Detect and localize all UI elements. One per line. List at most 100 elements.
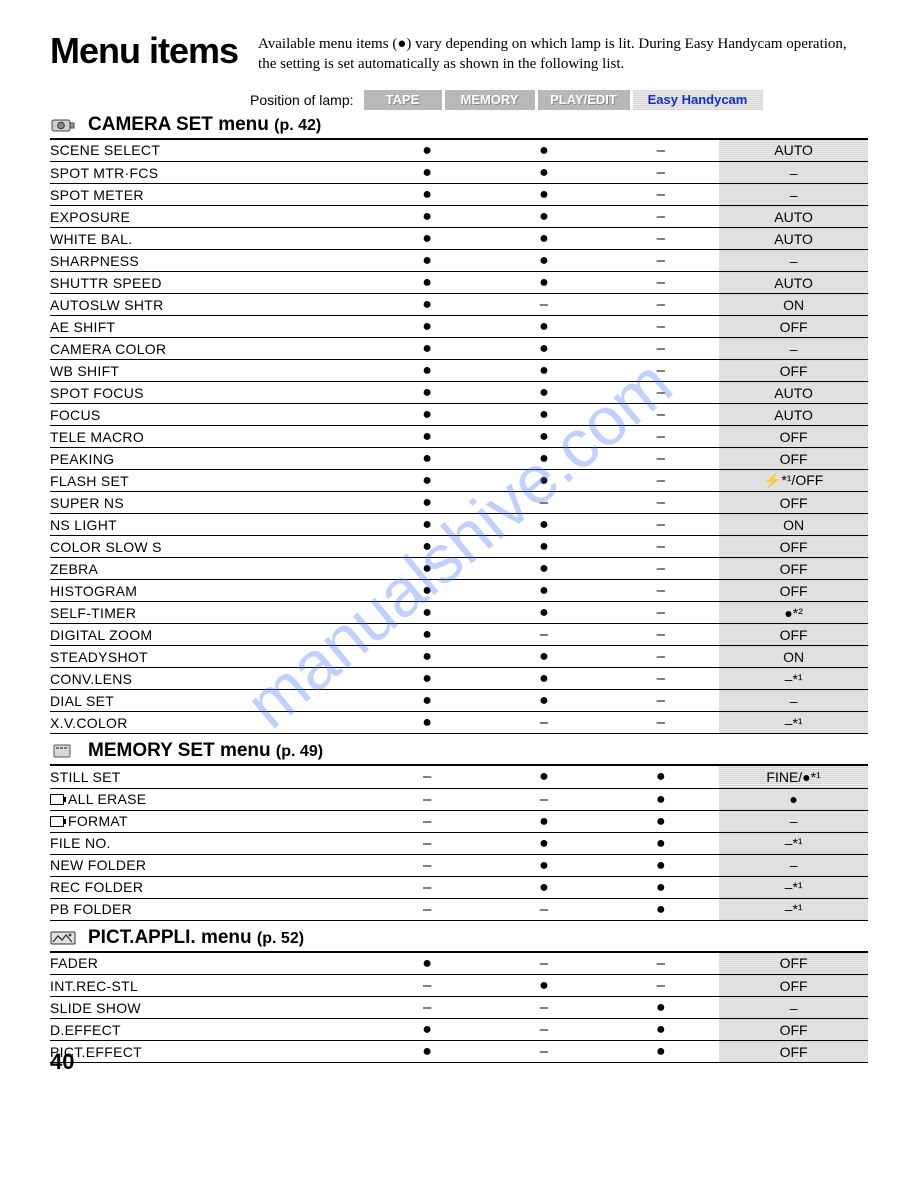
availability-cell: ● — [486, 854, 603, 876]
availability-cell: ● — [486, 228, 603, 250]
table-row: DIAL SET●●–– — [50, 690, 868, 712]
intro-text: Available menu items (●) vary depending … — [258, 30, 868, 75]
availability-cell: – — [602, 536, 719, 558]
availability-cell: ● — [602, 788, 719, 810]
table-row: CAMERA COLOR●●–– — [50, 338, 868, 360]
item-name: D.EFFECT — [50, 1019, 369, 1041]
section-header: CAMERA SET menu (p. 42) — [50, 112, 868, 140]
easy-handycam-value: OFF — [719, 558, 868, 580]
menu-section: CAMERA SET menu (p. 42)SCENE SELECT●●–AU… — [50, 112, 868, 735]
item-name: DIGITAL ZOOM — [50, 624, 369, 646]
table-row: FILE NO.–●●–*¹ — [50, 832, 868, 854]
item-name: FLASH SET — [50, 470, 369, 492]
item-name: PICT.EFFECT — [50, 1041, 369, 1063]
easy-handycam-value: OFF — [719, 580, 868, 602]
table-row: STEADYSHOT●●–ON — [50, 646, 868, 668]
availability-cell: ● — [486, 184, 603, 206]
col-memory: MEMORY — [445, 90, 535, 110]
availability-cell: ● — [486, 876, 603, 898]
availability-cell: – — [486, 788, 603, 810]
availability-cell: ● — [486, 404, 603, 426]
table-row: SPOT FOCUS●●–AUTO — [50, 382, 868, 404]
item-name: SHARPNESS — [50, 250, 369, 272]
availability-cell: ● — [486, 140, 603, 162]
availability-cell: – — [602, 294, 719, 316]
availability-cell: – — [369, 766, 486, 788]
item-name: REC FOLDER — [50, 876, 369, 898]
item-name: STEADYSHOT — [50, 646, 369, 668]
availability-cell: – — [602, 624, 719, 646]
table-row: SUPER NS●––OFF — [50, 492, 868, 514]
easy-handycam-value: OFF — [719, 448, 868, 470]
item-name: DIAL SET — [50, 690, 369, 712]
availability-cell: ● — [369, 294, 486, 316]
availability-cell: ● — [369, 360, 486, 382]
item-name: NEW FOLDER — [50, 854, 369, 876]
availability-cell: ● — [369, 514, 486, 536]
table-row: STILL SET–●●FINE/●*¹ — [50, 766, 868, 788]
easy-handycam-value: AUTO — [719, 272, 868, 294]
section-title: CAMERA SET menu (p. 42) — [88, 114, 321, 136]
availability-cell: ● — [602, 1041, 719, 1063]
availability-cell: ● — [369, 448, 486, 470]
availability-cell: ● — [369, 338, 486, 360]
easy-handycam-value: –*¹ — [719, 668, 868, 690]
item-name: PB FOLDER — [50, 898, 369, 920]
item-name: CAMERA COLOR — [50, 338, 369, 360]
availability-cell: ● — [486, 448, 603, 470]
availability-cell: – — [486, 294, 603, 316]
item-name: FORMAT — [50, 810, 369, 832]
availability-cell: ● — [486, 272, 603, 294]
easy-handycam-value: – — [719, 250, 868, 272]
memory-card-icon — [50, 794, 64, 805]
easy-handycam-value: OFF — [719, 492, 868, 514]
easy-handycam-value: –*¹ — [719, 898, 868, 920]
table-row: SPOT METER●●–– — [50, 184, 868, 206]
availability-cell: ● — [369, 646, 486, 668]
easy-handycam-value: OFF — [719, 1019, 868, 1041]
availability-cell: ● — [486, 514, 603, 536]
availability-cell: ● — [486, 250, 603, 272]
easy-handycam-value: – — [719, 184, 868, 206]
easy-handycam-value: ON — [719, 294, 868, 316]
item-name: HISTOGRAM — [50, 580, 369, 602]
availability-cell: ● — [602, 876, 719, 898]
availability-cell: – — [486, 898, 603, 920]
availability-cell: – — [602, 448, 719, 470]
availability-cell: – — [602, 492, 719, 514]
availability-cell: ● — [486, 558, 603, 580]
availability-cell: ● — [602, 997, 719, 1019]
availability-cell: – — [602, 514, 719, 536]
item-name: SPOT MTR·FCS — [50, 162, 369, 184]
easy-handycam-value: ● — [719, 788, 868, 810]
table-row: WHITE BAL.●●–AUTO — [50, 228, 868, 250]
table-row: SPOT MTR·FCS●●–– — [50, 162, 868, 184]
availability-cell: – — [602, 338, 719, 360]
availability-cell: ● — [369, 953, 486, 975]
item-name: NS LIGHT — [50, 514, 369, 536]
availability-cell: ● — [369, 580, 486, 602]
availability-cell: – — [602, 646, 719, 668]
table-row: D.EFFECT●–●OFF — [50, 1019, 868, 1041]
easy-handycam-value: OFF — [719, 316, 868, 338]
availability-cell: ● — [602, 854, 719, 876]
easy-handycam-value: ●*² — [719, 602, 868, 624]
memory-card-icon — [50, 816, 64, 827]
availability-cell: ● — [486, 316, 603, 338]
easy-handycam-value: AUTO — [719, 228, 868, 250]
table-row: PICT.EFFECT●–●OFF — [50, 1041, 868, 1063]
availability-cell: ● — [486, 766, 603, 788]
item-name: SUPER NS — [50, 492, 369, 514]
availability-cell: ● — [486, 580, 603, 602]
menu-table: FADER●––OFFINT.REC-STL–●–OFFSLIDE SHOW––… — [50, 953, 868, 1064]
lamp-header-row: Position of lamp: TAPE MEMORY PLAY/EDIT … — [50, 90, 868, 110]
easy-handycam-value: AUTO — [719, 206, 868, 228]
item-name: SPOT FOCUS — [50, 382, 369, 404]
table-row: FORMAT–●●– — [50, 810, 868, 832]
availability-cell: ● — [369, 470, 486, 492]
availability-cell: – — [602, 316, 719, 338]
table-row: NS LIGHT●●–ON — [50, 514, 868, 536]
easy-handycam-value: OFF — [719, 1041, 868, 1063]
item-name: SHUTTR SPEED — [50, 272, 369, 294]
table-row: NEW FOLDER–●●– — [50, 854, 868, 876]
